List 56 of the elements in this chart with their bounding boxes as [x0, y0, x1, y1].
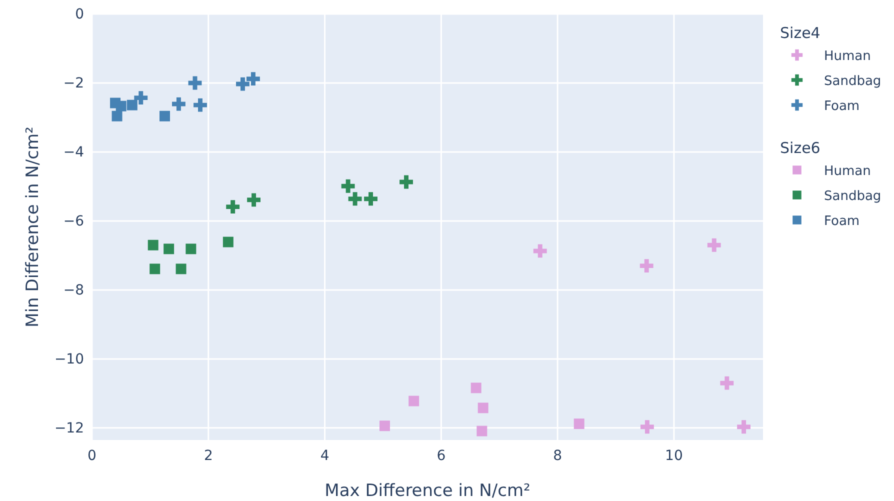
point	[476, 426, 488, 436]
y-tick-label: −6	[63, 213, 84, 230]
point	[247, 193, 260, 207]
point	[226, 200, 240, 214]
point	[134, 91, 148, 105]
y-axis-title: Min Difference in N/cm²	[23, 126, 43, 328]
point	[574, 418, 584, 430]
legend-label: Foam	[824, 99, 860, 114]
point	[737, 420, 751, 434]
point	[164, 244, 174, 254]
x-tick-label: 6	[436, 448, 446, 464]
y-tick-label: −8	[63, 282, 84, 298]
point	[478, 402, 488, 414]
point	[148, 240, 158, 250]
text: Size4	[780, 24, 820, 42]
point	[408, 396, 420, 406]
point	[186, 244, 196, 254]
point	[348, 192, 362, 206]
point	[533, 244, 547, 258]
point	[379, 420, 390, 432]
x-axis-title: Max Difference in N/cm²	[324, 481, 530, 501]
x-tick-label: 0	[88, 448, 96, 464]
legend-label: Human	[824, 164, 871, 179]
legend-label: Sandbag	[824, 74, 882, 89]
point	[470, 382, 482, 394]
point	[246, 72, 260, 86]
x-tick-label: 10	[665, 448, 683, 464]
legend-label: Foam	[824, 214, 860, 229]
point	[707, 238, 721, 252]
point	[341, 179, 355, 193]
y-tick-label: −2	[63, 75, 84, 92]
y-tick-label: −4	[63, 144, 84, 160]
point	[160, 110, 170, 122]
point	[112, 110, 122, 122]
legend-label: Human	[824, 49, 871, 64]
x-tick-label: 2	[204, 448, 213, 464]
y-tick-label: −10	[54, 351, 84, 368]
point	[194, 98, 207, 112]
point	[640, 259, 654, 273]
legend-label: Sandbag	[824, 189, 882, 204]
text: Size6	[780, 139, 820, 157]
x-tick-label: 8	[553, 448, 562, 464]
point	[172, 97, 186, 111]
x-tick-label: 4	[320, 448, 330, 464]
point	[236, 77, 250, 91]
y-tick-label: −12	[54, 420, 84, 436]
point	[400, 175, 413, 189]
point	[150, 264, 160, 274]
point	[116, 100, 126, 112]
y-tick-label: 0	[75, 6, 84, 22]
point	[176, 264, 186, 274]
point	[640, 420, 654, 434]
point	[126, 100, 138, 110]
point	[720, 376, 734, 390]
point	[222, 236, 234, 248]
point	[364, 192, 378, 206]
